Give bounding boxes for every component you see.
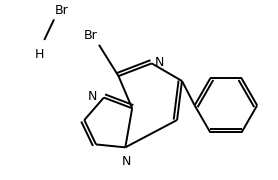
Text: Br: Br: [83, 29, 97, 42]
Text: H: H: [34, 48, 44, 61]
Text: N: N: [88, 90, 97, 103]
Text: Br: Br: [55, 4, 69, 17]
Text: N: N: [155, 56, 164, 69]
Text: N: N: [121, 155, 131, 168]
